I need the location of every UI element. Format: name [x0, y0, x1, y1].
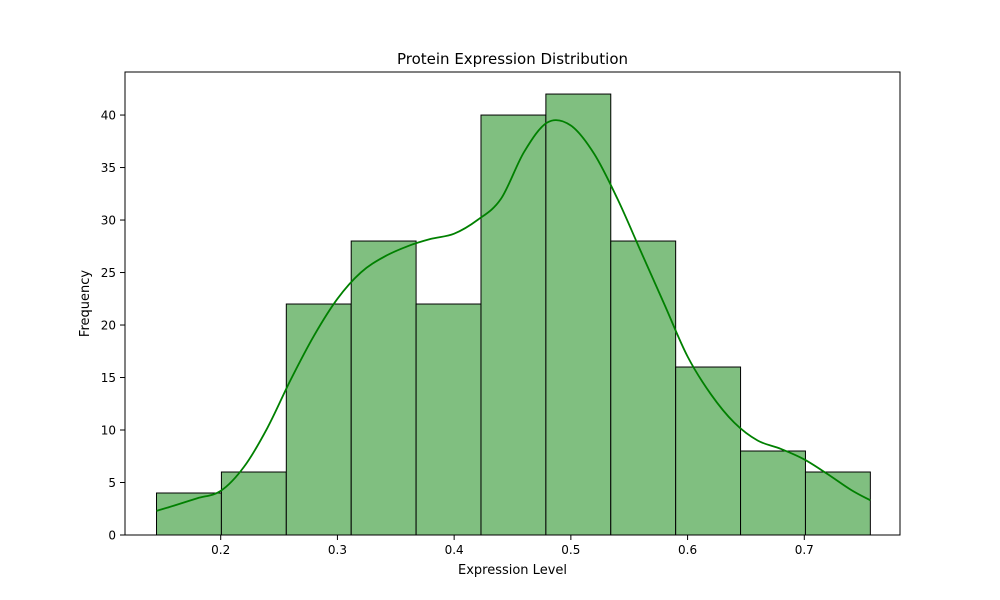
x-tick-label: 0.5 [561, 543, 580, 557]
y-tick-label: 35 [101, 161, 116, 175]
y-tick-label: 5 [108, 476, 116, 490]
x-tick-label: 0.7 [795, 543, 814, 557]
y-axis: 0 5 10 15 20 25 30 35 40 [101, 109, 125, 543]
x-tick-label: 0.6 [678, 543, 697, 557]
y-tick-label: 40 [101, 109, 116, 123]
histogram-bar [156, 492, 222, 536]
x-tick-label: 0.4 [445, 543, 464, 557]
y-tick-label: 20 [101, 319, 116, 333]
chart-title: Protein Expression Distribution [397, 50, 628, 68]
bars-group [156, 93, 871, 536]
histogram-bar [740, 450, 806, 536]
histogram-bar [350, 240, 417, 536]
y-tick-label: 30 [101, 214, 116, 228]
x-tick-label: 0.3 [328, 543, 347, 557]
histogram-bar [804, 471, 871, 536]
plot-frame [124, 71, 901, 536]
x-axis: 0.2 0.3 0.4 0.5 0.6 0.7 [211, 535, 814, 557]
histogram-bar [675, 366, 742, 536]
histogram-bar [545, 93, 612, 536]
histogram-bar [220, 471, 287, 536]
y-tick-label: 10 [101, 424, 116, 438]
x-axis-label: Expression Level [458, 563, 567, 578]
kde-curve [156, 119, 871, 512]
histogram-bar [610, 240, 677, 536]
y-tick-label: 25 [101, 266, 116, 280]
x-tick-label: 0.2 [211, 543, 230, 557]
y-tick-label: 15 [101, 371, 116, 385]
y-axis-label: Frequency [78, 270, 93, 337]
histogram-bar [480, 114, 547, 536]
y-tick-label: 0 [108, 529, 116, 543]
histogram-bar [415, 303, 482, 536]
histogram-bar [285, 303, 352, 536]
